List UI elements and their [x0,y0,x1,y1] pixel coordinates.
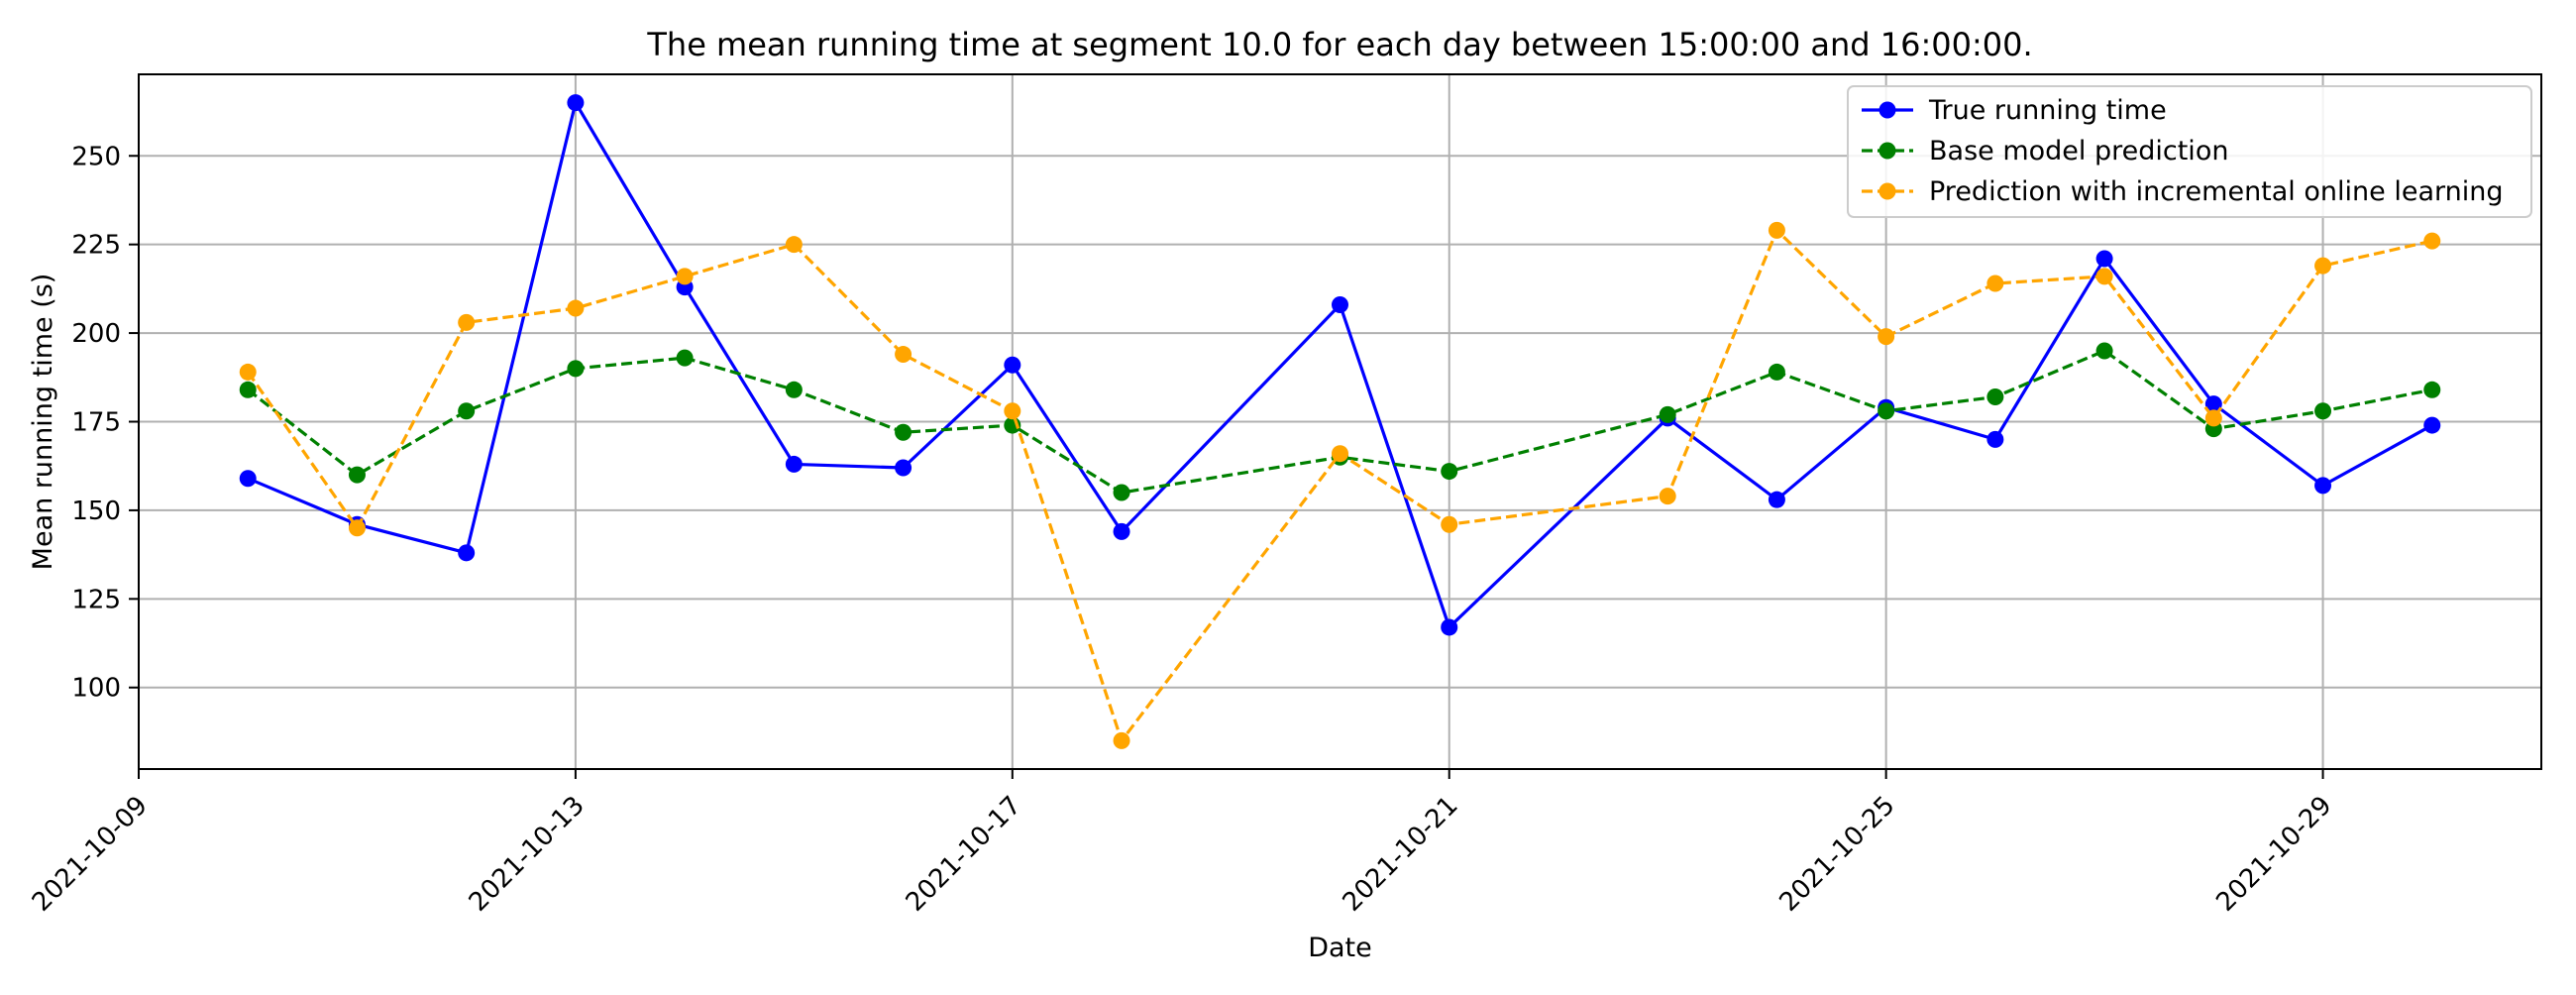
data-point [1113,484,1130,501]
data-point [785,455,803,473]
legend-label: True running time [1928,95,2167,126]
x-tick-label: 2021-10-17 [901,791,1027,918]
data-point [2314,402,2332,420]
data-point [567,299,585,317]
chart-title: The mean running time at segment 10.0 fo… [646,26,2032,63]
data-point [1441,463,1458,481]
data-point [2204,395,2222,413]
x-axis-label: Date [1308,933,1372,963]
x-tick-label: 2021-10-21 [1338,791,1464,918]
y-tick-label: 125 [71,585,121,614]
data-point [1768,363,1785,381]
data-point [785,381,803,398]
data-point [1113,731,1130,749]
data-point [458,402,476,420]
data-point [2095,250,2113,268]
legend: True running time Base model prediction Pr… [1847,85,2532,218]
data-point [1878,328,1895,346]
data-point [1332,295,1348,313]
x-tick-label: 2021-10-09 [27,791,154,918]
data-point [785,236,803,254]
x-tick-label: 2021-10-13 [464,791,590,918]
data-point [676,268,694,285]
legend-swatch-marker [1878,101,1896,119]
data-point [2314,477,2332,495]
data-point [239,381,257,398]
data-point [1878,402,1895,420]
x-tick-label: 2021-10-25 [1774,791,1901,918]
data-point [2095,342,2113,360]
data-point [1986,387,2004,405]
y-tick-label: 225 [71,231,121,261]
data-point [2423,381,2441,398]
data-point [1659,405,1676,423]
y-tick-label: 175 [71,408,121,438]
legend-swatch-marker [1878,182,1896,200]
legend-label: Prediction with incremental online learn… [1929,176,2504,207]
data-point [1441,618,1458,636]
data-point [1986,275,2004,292]
data-point [895,459,912,477]
data-point [2204,409,2222,427]
data-point [2423,416,2441,434]
data-point [2095,268,2113,285]
data-point [1659,488,1676,505]
y-tick-label: 150 [71,497,121,526]
legend-item: Prediction with incremental online learn… [1862,176,2504,207]
data-point [1332,445,1348,463]
data-point [1986,430,2004,448]
legend-swatch-marker [1878,142,1896,160]
series-3 [239,221,2441,749]
data-point [895,346,912,364]
legend-frame [1847,85,2532,218]
data-point [1768,221,1785,239]
data-point [239,363,257,381]
data-point [348,519,366,537]
series-1 [239,94,2441,636]
data-point [895,423,912,441]
data-point [1004,356,1021,374]
data-point [1113,522,1130,540]
data-point [458,544,476,562]
data-point [348,466,366,484]
legend-item: Base model prediction [1862,136,2228,166]
data-point [239,470,257,488]
series-layer [239,94,2441,749]
data-point [1768,491,1785,508]
y-tick-label: 100 [71,674,121,704]
data-point [676,349,694,367]
data-point [567,360,585,378]
y-tick-label: 200 [71,319,121,349]
legend-label: Base model prediction [1929,136,2228,166]
y-tick-label: 250 [71,142,121,171]
x-tick-label: 2021-10-29 [2210,791,2337,918]
data-point [2314,257,2332,275]
data-point [1441,515,1458,533]
data-point [2423,232,2441,250]
data-point [458,313,476,331]
legend-item: True running time [1862,95,2167,126]
data-point [567,94,585,112]
data-point [1004,402,1021,420]
y-axis-label: Mean running time (s) [28,274,58,571]
